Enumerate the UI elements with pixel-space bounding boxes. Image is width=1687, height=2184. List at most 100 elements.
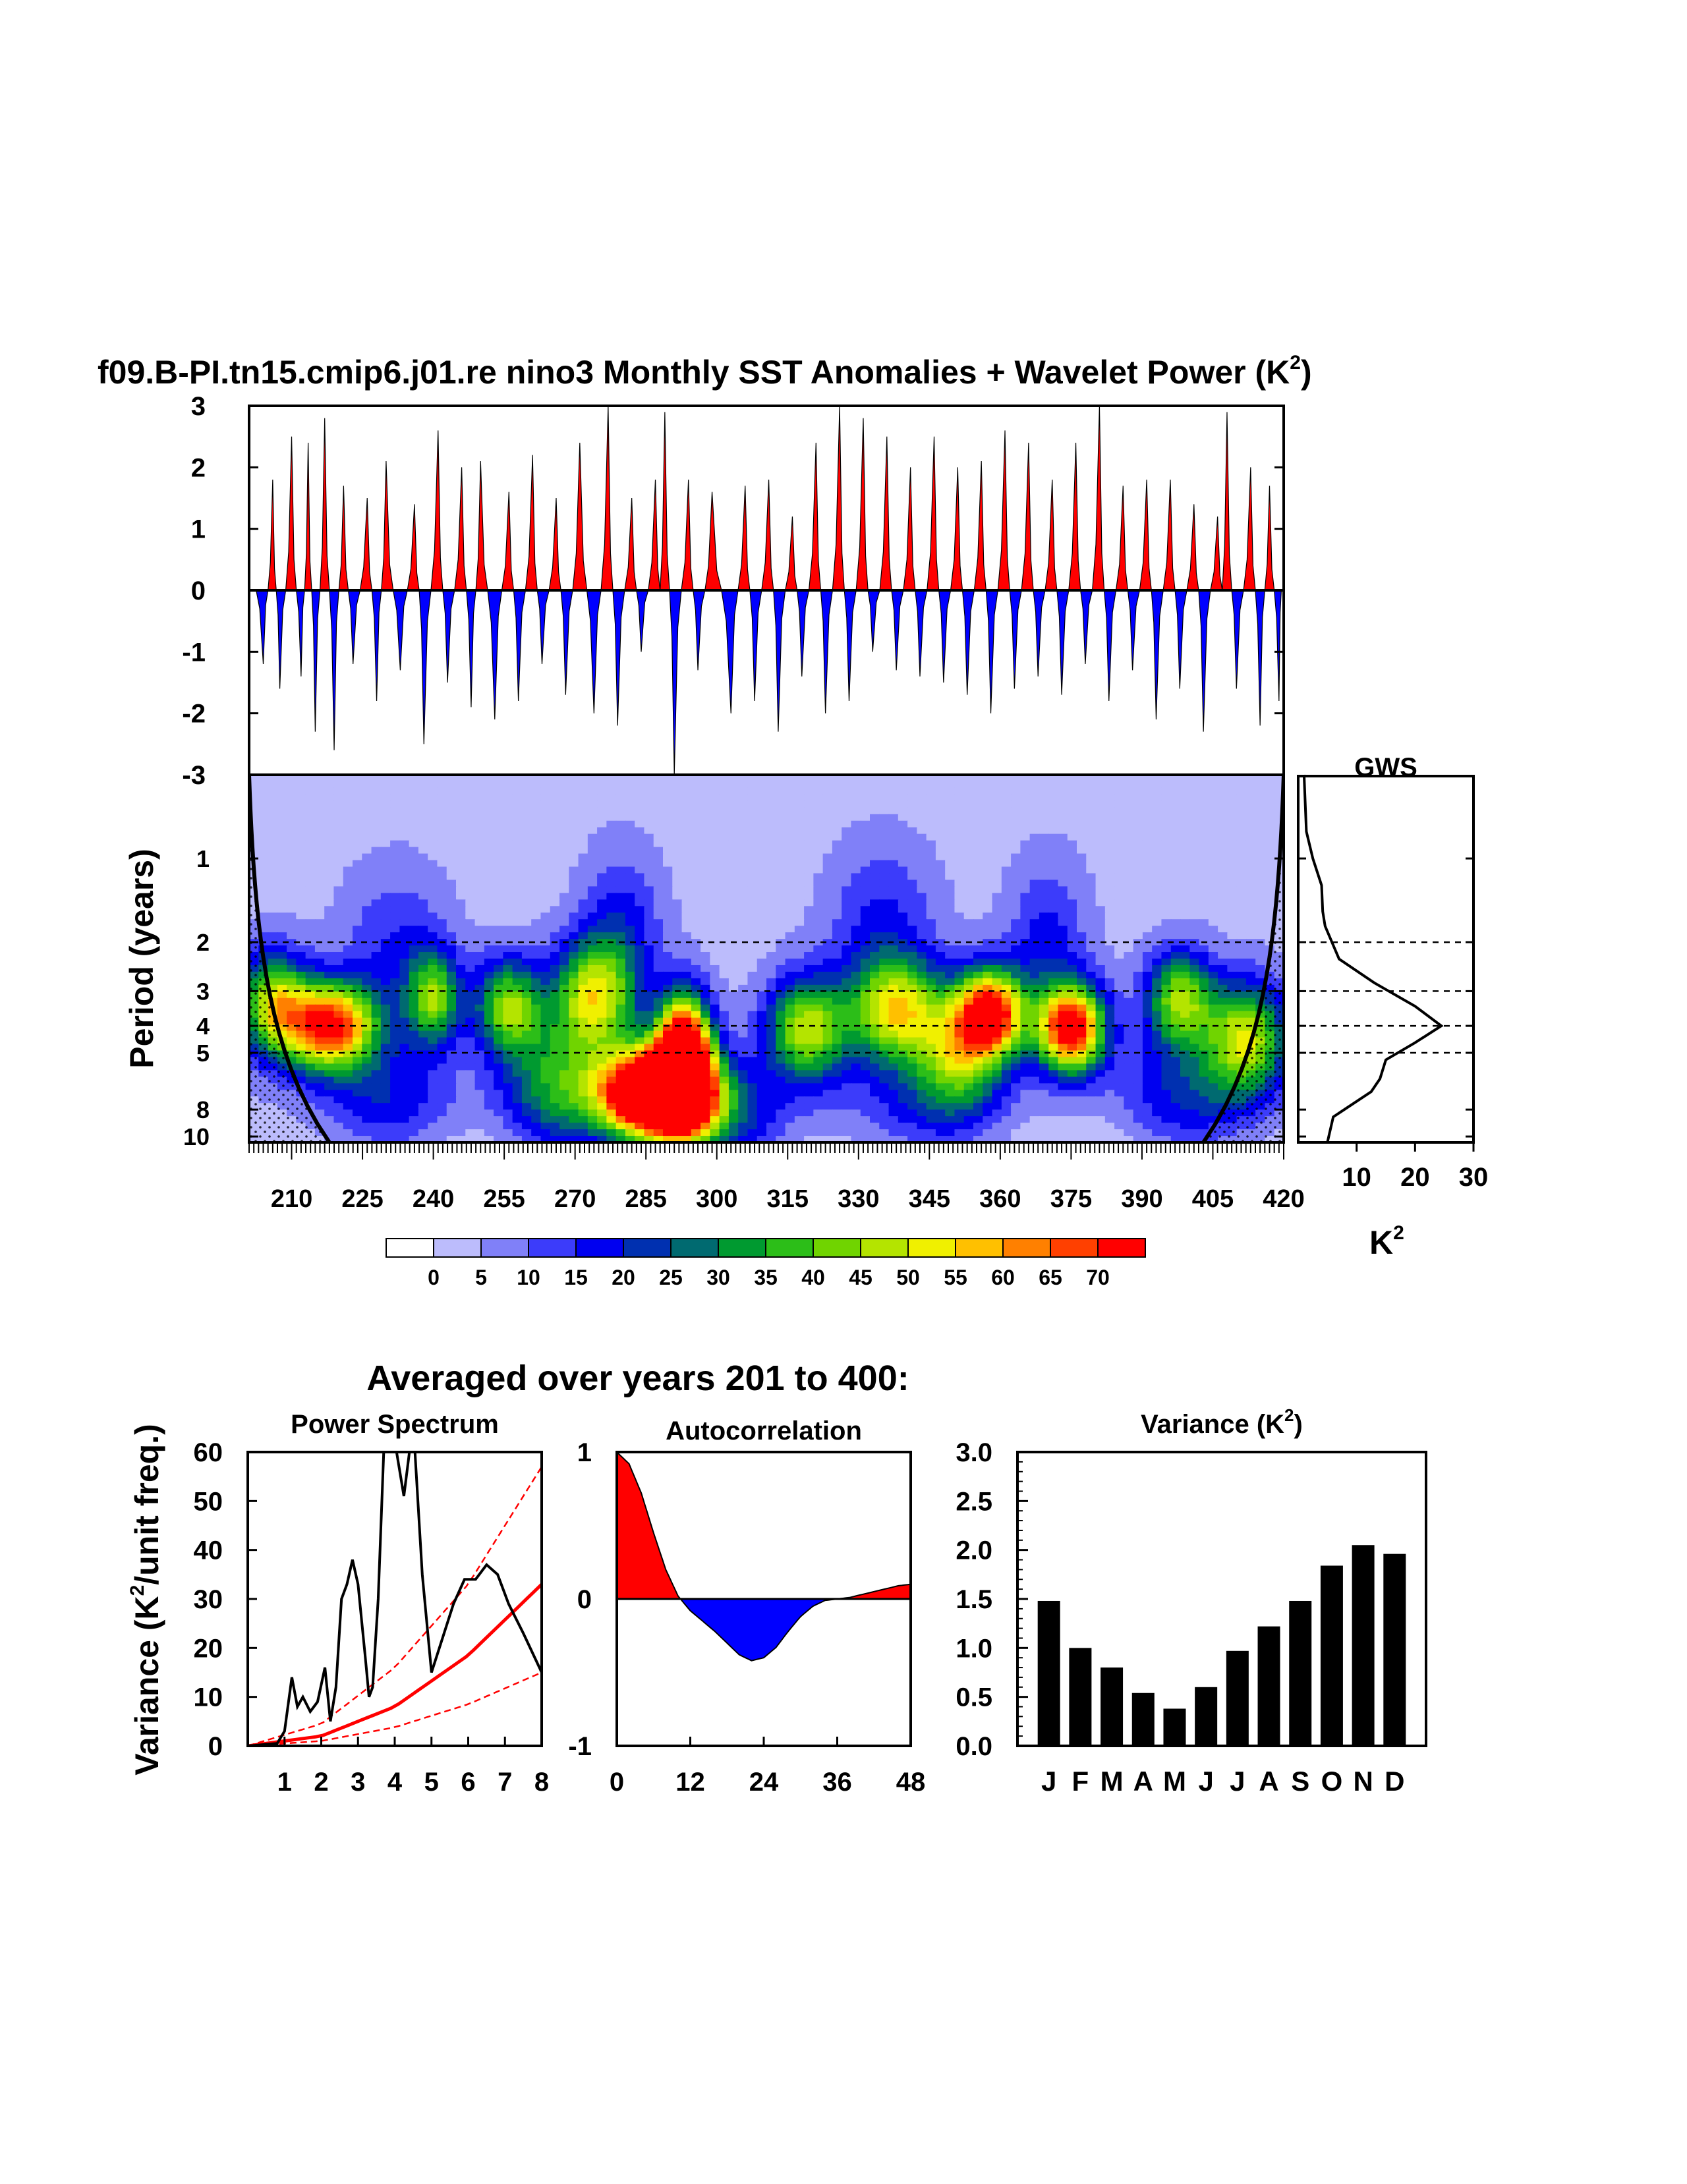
wavelet-power-cell <box>1246 998 1256 1005</box>
wavelet-power-cell <box>465 886 475 893</box>
wavelet-power-cell <box>531 860 541 868</box>
wavelet-power-cell <box>456 919 466 926</box>
wavelet-power-cell <box>597 841 607 848</box>
wavelet-power-cell <box>550 899 560 907</box>
wavelet-power-cell <box>1227 978 1237 986</box>
wavelet-power-cell <box>851 978 861 986</box>
wavelet-power-cell <box>1161 945 1171 953</box>
wavelet-power-cell <box>983 906 992 913</box>
wavelet-power-cell <box>720 781 729 789</box>
wavelet-power-cell <box>494 893 503 900</box>
wavelet-power-cell <box>945 821 955 828</box>
wavelet-power-cell <box>1039 932 1049 939</box>
wavelet-power-cell <box>484 893 494 900</box>
wavelet-power-cell <box>729 1044 739 1051</box>
wavelet-power-cell <box>494 873 503 880</box>
wavelet-power-cell <box>804 1005 814 1012</box>
wavelet-power-cell <box>390 781 400 789</box>
wavelet-power-cell <box>1265 880 1274 887</box>
wavelet-power-cell <box>550 801 560 808</box>
wavelet-power-cell <box>522 886 532 893</box>
wavelet-power-cell <box>691 1057 701 1064</box>
wavelet-power-cell <box>776 952 786 959</box>
wavelet-power-cell <box>1011 1018 1021 1025</box>
wavelet-power-cell <box>1199 788 1209 795</box>
wavelet-power-cell <box>766 1038 776 1045</box>
wavelet-power-cell <box>1237 919 1247 926</box>
wavelet-power-cell <box>1114 1057 1124 1064</box>
wavelet-power-cell <box>823 834 833 841</box>
wavelet-power-cell <box>1030 1057 1040 1064</box>
wavelet-power-cell <box>1077 945 1087 953</box>
wavelet-power-cell <box>1105 1057 1115 1064</box>
wavelet-power-cell <box>795 1057 805 1064</box>
wavelet-power-cell <box>701 860 710 868</box>
wavelet-power-cell <box>1180 808 1190 815</box>
wavelet-power-cell <box>842 1031 851 1038</box>
wavelet-power-cell <box>428 965 438 972</box>
wavelet-power-cell <box>1171 808 1181 815</box>
wavelet-power-cell <box>399 821 409 828</box>
wavelet-power-cell <box>720 919 729 926</box>
wavelet-power-cell <box>1058 972 1068 979</box>
wavelet-power-cell <box>973 899 983 907</box>
wavelet-power-cell <box>1030 932 1040 939</box>
wavelet-power-cell <box>889 1038 899 1045</box>
wavelet-power-cell <box>306 834 316 841</box>
wavelet-power-cell <box>390 801 400 808</box>
wavelet-power-cell <box>1077 821 1087 828</box>
wavelet-power-cell <box>513 867 523 874</box>
wavelet-power-cell <box>766 893 776 900</box>
wavelet-power-cell <box>757 886 767 893</box>
wavelet-power-cell <box>428 841 438 848</box>
wavelet-power-cell <box>945 893 955 900</box>
wavelet-power-cell <box>559 1038 569 1045</box>
sst-anomaly-peak <box>268 480 277 590</box>
wavelet-power-cell <box>851 998 861 1005</box>
wavelet-power-cell <box>465 959 475 966</box>
sst-anomaly-peak <box>625 498 637 590</box>
wavelet-power-cell <box>927 854 936 861</box>
wavelet-power-cell <box>1152 926 1162 933</box>
wavelet-power-cell <box>456 847 466 854</box>
wavelet-power-cell <box>898 880 908 887</box>
wavelet-power-cell <box>475 978 485 986</box>
wavelet-power-cell <box>851 880 861 887</box>
wavelet-power-cell <box>1227 1018 1237 1025</box>
wavelet-power-cell <box>625 834 635 841</box>
wavelet-power-cell <box>306 992 316 999</box>
wavelet-power-cell <box>701 919 710 926</box>
wavelet-power-cell <box>672 959 682 966</box>
wavelet-power-cell <box>842 992 851 999</box>
wavelet-power-cell <box>287 1038 297 1045</box>
wavelet-power-cell <box>813 841 823 848</box>
wavelet-power-cell <box>362 788 372 795</box>
wavelet-power-cell <box>465 952 475 959</box>
wavelet-power-cell <box>606 952 616 959</box>
wavelet-power-cell <box>625 978 635 986</box>
wavelet-power-cell <box>399 893 409 900</box>
wavelet-power-cell <box>324 978 334 986</box>
wavelet-power-cell <box>616 998 626 1005</box>
wavelet-power-cell <box>372 886 382 893</box>
wavelet-power-cell <box>399 932 409 939</box>
wavelet-power-cell <box>616 912 626 920</box>
wavelet-power-cell <box>1180 978 1190 986</box>
wavelet-power-cell <box>513 919 523 926</box>
sst-anomaly-peak <box>455 467 467 590</box>
wavelet-power-cell <box>795 781 805 789</box>
wavelet-power-cell <box>917 1005 927 1012</box>
sst-anomaly-peak <box>1021 443 1033 590</box>
wavelet-power-cell <box>644 827 654 835</box>
wavelet-power-cell <box>494 795 503 802</box>
wavelet-power-cell <box>1077 1011 1087 1019</box>
wavelet-power-cell <box>1161 912 1171 920</box>
wavelet-power-cell <box>447 814 457 822</box>
wavelet-power-cell <box>465 847 475 854</box>
wavelet-power-cell <box>1011 1005 1021 1012</box>
wavelet-power-cell <box>606 808 616 815</box>
wavelet-power-cell <box>710 808 720 815</box>
wavelet-power-cell <box>766 860 776 868</box>
wavelet-power-cell <box>333 932 343 939</box>
wavelet-power-cell <box>579 880 588 887</box>
